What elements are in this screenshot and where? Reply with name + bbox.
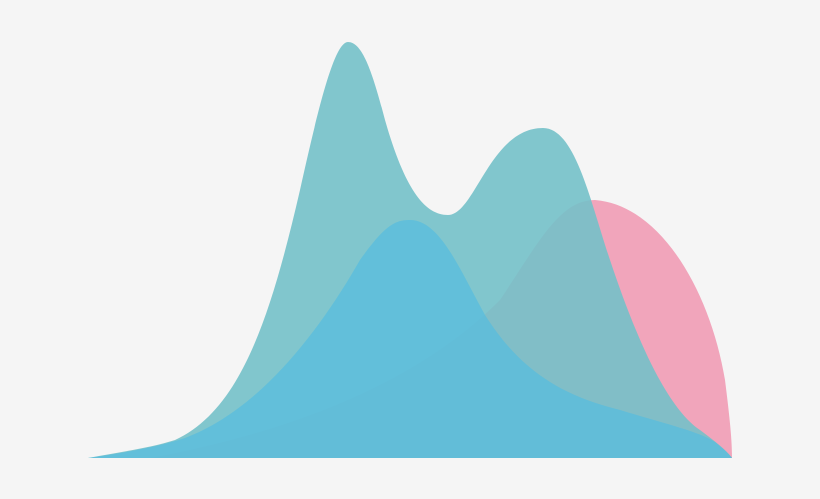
blue-area-shape <box>88 220 732 458</box>
